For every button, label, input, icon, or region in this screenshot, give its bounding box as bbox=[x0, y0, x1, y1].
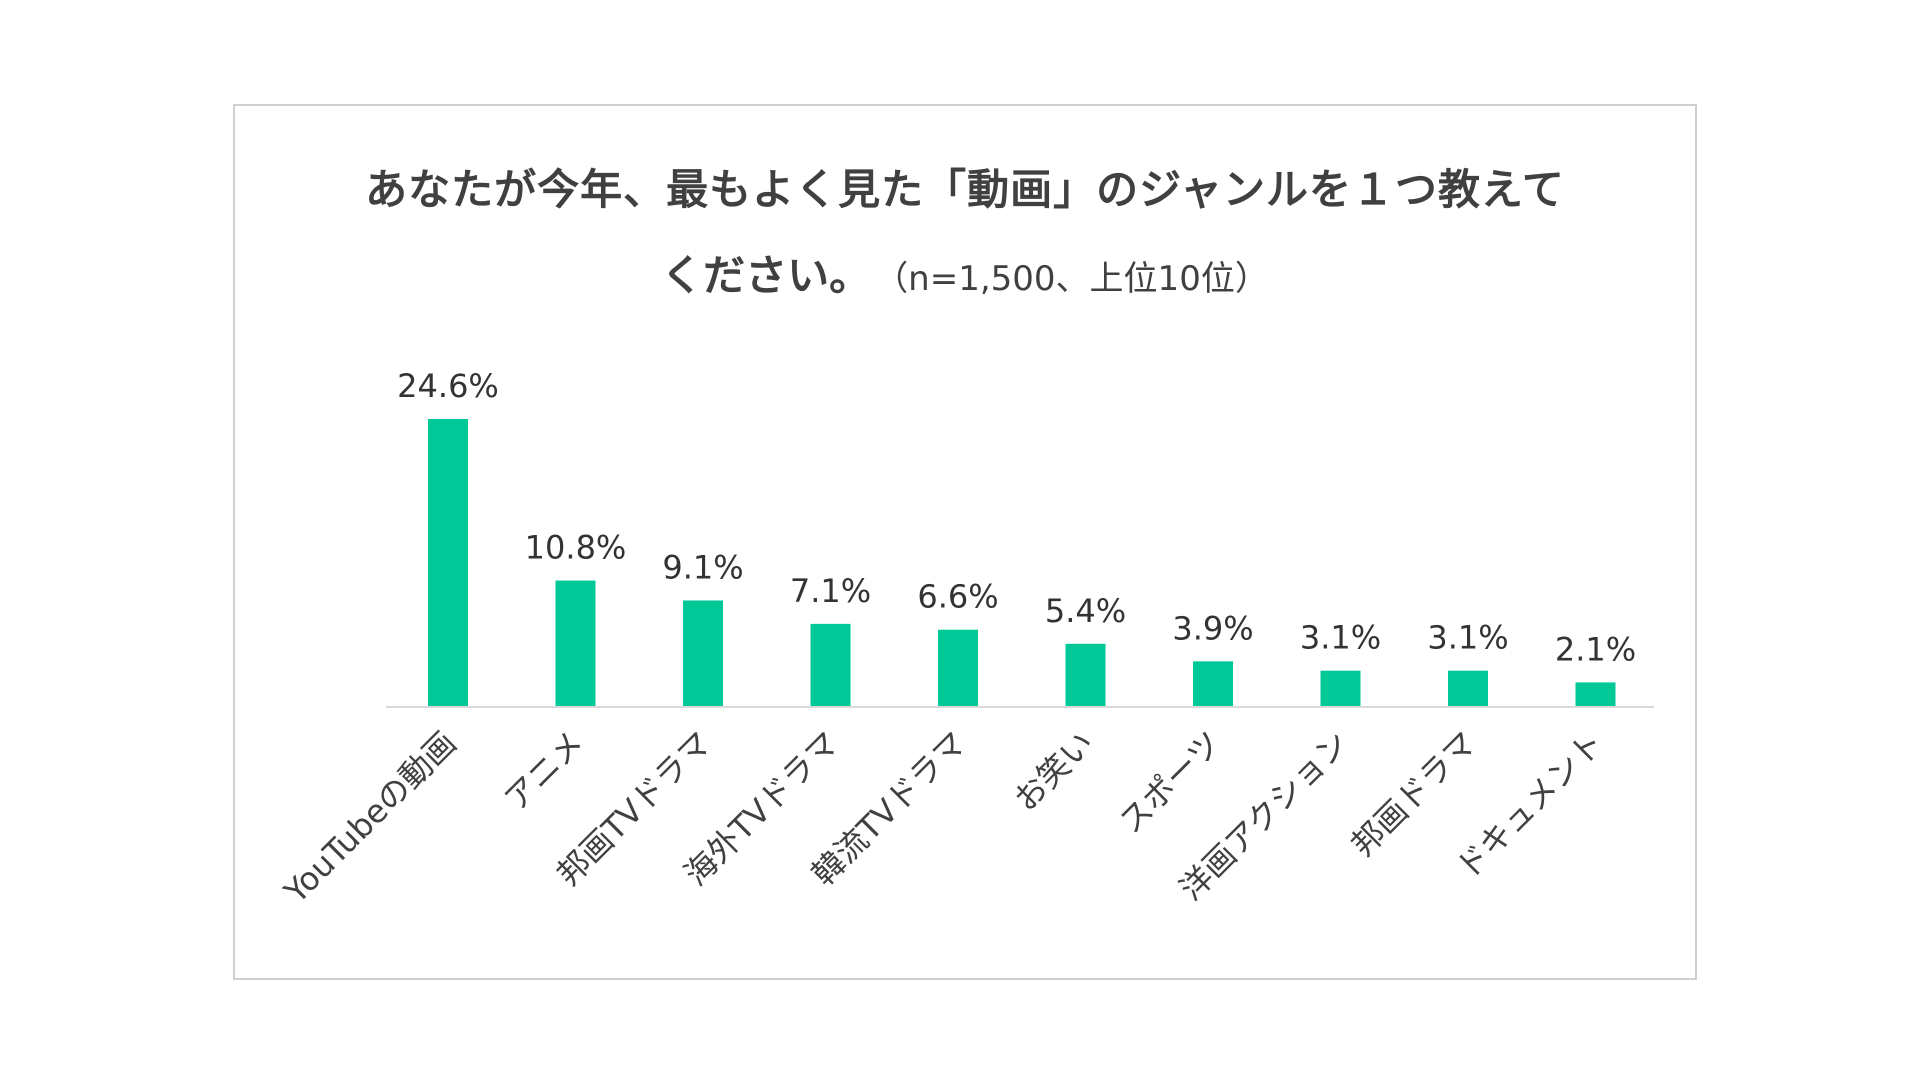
value-label-7: 3.9% bbox=[1172, 609, 1253, 647]
bar-6 bbox=[1065, 643, 1106, 707]
value-label-8: 3.1% bbox=[1300, 619, 1381, 657]
value-label-6: 5.4% bbox=[1045, 592, 1126, 630]
category-label-9: 邦画ドラマ bbox=[1344, 724, 1484, 864]
bar-8 bbox=[1320, 670, 1361, 707]
chart-title-line1: あなたが今年、最もよく見た「動画」のジャンルを１つ教えて bbox=[365, 165, 1565, 214]
bar-5 bbox=[938, 629, 978, 707]
bar-9 bbox=[1448, 670, 1488, 707]
chart-title-line2-main: ください。 bbox=[661, 251, 872, 300]
category-label-6: お笑い bbox=[1006, 724, 1101, 819]
value-label-1: 24.6% bbox=[397, 367, 499, 405]
value-labels-group: 24.6% 10.8% 9.1% 7.1% 6.6% 5.4% 3.9% 3.1% 3.1% 2.… bbox=[397, 367, 1636, 668]
chart-title-line2: ください。 （n=1,500、上位10位） bbox=[235, 242, 1695, 303]
bar-3 bbox=[683, 600, 723, 707]
bar-1 bbox=[428, 419, 468, 707]
value-label-10: 2.1% bbox=[1555, 630, 1636, 668]
bar-4 bbox=[810, 623, 851, 707]
value-label-5: 6.6% bbox=[917, 578, 998, 616]
value-label-2: 10.8% bbox=[525, 529, 627, 567]
value-label-3: 9.1% bbox=[662, 548, 743, 586]
chart-frame: あなたが今年、最もよく見た「動画」のジャンルを１つ教えて ください。 （n=1,5… bbox=[233, 104, 1697, 980]
category-label-1: YouTubeの動画 bbox=[276, 724, 463, 911]
value-label-4: 7.1% bbox=[790, 572, 871, 610]
chart-subtitle: （n=1,500、上位10位） bbox=[891, 259, 1269, 299]
bar-7 bbox=[1193, 661, 1233, 707]
category-label-2: アニメ bbox=[497, 724, 591, 818]
bar-10 bbox=[1575, 682, 1616, 707]
category-label-7: スポーツ bbox=[1112, 724, 1229, 841]
bars-group bbox=[428, 419, 1616, 707]
value-label-9: 3.1% bbox=[1427, 619, 1508, 657]
bar-2 bbox=[555, 580, 596, 707]
